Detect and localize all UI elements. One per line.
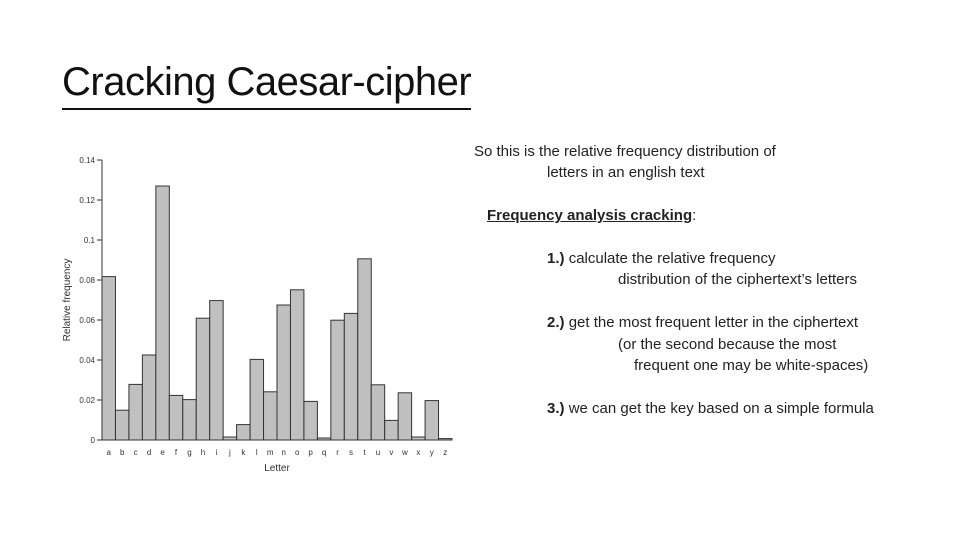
bar-a (101, 276, 116, 441)
x-tick-label: j (228, 448, 231, 457)
x-tick-label: y (430, 448, 434, 457)
x-tick-label: t (363, 448, 366, 457)
x-tick-label: p (308, 448, 313, 457)
bar-w (397, 392, 413, 441)
step-2-number: 2.) (547, 314, 565, 331)
bar-h (195, 317, 211, 441)
y-tick-label: 0.02 (79, 396, 95, 405)
chart-bars (101, 185, 453, 441)
x-tick-label: n (282, 448, 286, 457)
x-tick-label: a (107, 448, 112, 457)
chart-labels: 0 0.02 0.04 0.06 0.08 0.1 0.12 0.14 a b c d e f g h i j k l… (62, 156, 447, 474)
step-1-line-1: calculate the relative frequency (568, 250, 776, 267)
x-tick-label: e (160, 448, 165, 457)
y-tick-label: 0 (91, 436, 96, 445)
y-tick-label: 0.1 (84, 236, 96, 245)
bar-b (114, 409, 130, 441)
x-tick-label: m (267, 448, 274, 457)
x-tick-label: r (336, 448, 339, 457)
bar-i (209, 300, 224, 441)
step-2-line-1: get the most frequent letter in the ciph… (568, 314, 859, 331)
bar-z (438, 438, 453, 441)
x-tick-label: q (322, 448, 326, 457)
x-tick-label: f (175, 448, 178, 457)
x-tick-label: v (389, 448, 393, 457)
bar-e (155, 185, 170, 441)
bar-s (343, 312, 359, 441)
method-heading: Frequency analysis cracking: (487, 206, 696, 226)
step-2-line-3: frequent one may be white-spaces) (634, 357, 869, 374)
bar-m (263, 391, 278, 441)
step-2-line-2: (or the second because the most (618, 336, 837, 353)
chart-axes (97, 159, 103, 441)
bar-l (249, 358, 265, 441)
x-axis-label: Letter (264, 463, 290, 474)
bar-x (411, 436, 426, 441)
bar-v (384, 419, 399, 441)
step-3-line-1: we can get the key based on a simple for… (568, 400, 874, 417)
bar-n (276, 304, 291, 441)
method-heading-colon: : (692, 207, 697, 224)
x-tick-label: l (256, 448, 258, 457)
step-1: 1.) calculate the relative frequency (547, 249, 775, 269)
x-tick-label: g (187, 448, 191, 457)
bar-p (303, 400, 318, 441)
y-tick-label: 0.08 (79, 276, 95, 285)
intro-line-1: So this is the relative frequency distri… (474, 143, 776, 160)
bar-o (289, 289, 305, 441)
step-2: 2.) get the most frequent letter in the … (547, 313, 858, 333)
bar-q (316, 437, 332, 441)
step-3: 3.) we can get the key based on a simple… (547, 399, 874, 419)
x-tick-label: x (416, 448, 420, 457)
bar-u (370, 384, 386, 441)
x-tick-label: z (443, 448, 447, 457)
x-tick-label: k (241, 448, 246, 457)
x-tick-label: u (376, 448, 380, 457)
x-tick-label: w (401, 448, 408, 457)
bar-c (128, 383, 143, 441)
y-axis-label: Relative frequency (62, 259, 73, 342)
x-tick-label: d (147, 448, 151, 457)
x-tick-label: c (134, 448, 138, 457)
x-tick-label: s (349, 448, 353, 457)
y-tick-label: 0.04 (79, 356, 95, 365)
x-tick-label: o (295, 448, 300, 457)
bar-k (236, 424, 251, 441)
y-tick-label: 0.06 (79, 316, 95, 325)
slide-title: Cracking Caesar-cipher (62, 58, 472, 110)
step-3-number: 3.) (547, 400, 565, 417)
step-1-number: 1.) (547, 250, 565, 267)
x-tick-label: h (201, 448, 205, 457)
intro-line-2: letters in an english text (547, 164, 705, 181)
bar-y (424, 400, 440, 441)
x-tick-label: i (216, 448, 218, 457)
y-tick-label: 0.14 (79, 156, 95, 165)
bar-g (182, 399, 197, 441)
x-tick-label: b (120, 448, 125, 457)
bar-d (141, 354, 157, 441)
step-1-line-2: distribution of the ciphertext’s letters (618, 271, 858, 288)
bar-t (357, 258, 372, 441)
bar-j (222, 436, 238, 441)
bar-f (168, 394, 184, 441)
bar-r (330, 319, 345, 441)
y-tick-label: 0.12 (79, 196, 95, 205)
method-heading-text: Frequency analysis cracking (487, 207, 693, 224)
